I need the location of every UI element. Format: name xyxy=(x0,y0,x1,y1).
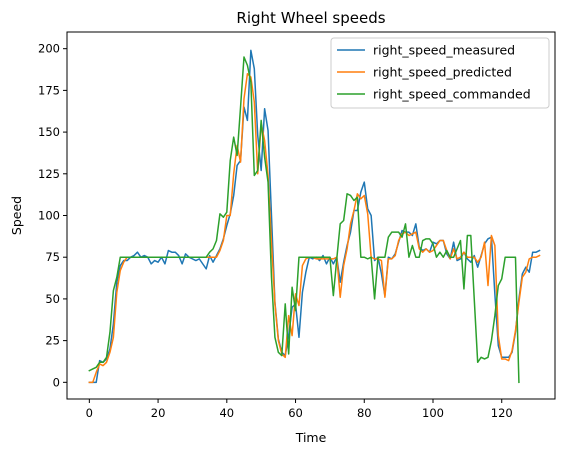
x-axis-label: Time xyxy=(295,430,327,445)
x-tick-label: 20 xyxy=(151,406,166,420)
x-tick-label: 0 xyxy=(86,406,93,420)
x-axis-ticks: 0 20 40 60 80 100 120 xyxy=(86,399,513,420)
legend-label-right-speed-commanded: right_speed_commanded xyxy=(373,87,531,102)
y-tick-label: 125 xyxy=(38,167,60,181)
chart-legend: right_speed_measured right_speed_predicte… xyxy=(330,37,550,109)
legend-box xyxy=(330,37,550,109)
x-tick-label: 100 xyxy=(422,406,444,420)
y-tick-label: 150 xyxy=(38,125,60,139)
y-axis-ticks: 0 25 50 75 100 125 150 175 200 xyxy=(38,42,67,389)
y-tick-label: 100 xyxy=(38,209,60,223)
series-line-right-speed-commanded xyxy=(88,56,520,384)
y-tick-label: 75 xyxy=(45,250,60,264)
y-axis-label: Speed xyxy=(9,196,24,235)
x-tick-label: 40 xyxy=(219,406,234,420)
y-tick-label: 200 xyxy=(38,42,60,56)
y-tick-label: 25 xyxy=(45,334,60,348)
x-tick-label: 60 xyxy=(288,406,303,420)
legend-label-right-speed-measured: right_speed_measured xyxy=(373,43,515,58)
chart-title: Right Wheel speeds xyxy=(236,9,385,27)
x-tick-label: 120 xyxy=(491,406,513,420)
y-tick-label: 0 xyxy=(53,375,60,389)
y-tick-label: 50 xyxy=(45,292,60,306)
plot-area xyxy=(88,49,541,384)
legend-label-right-speed-predicted: right_speed_predicted xyxy=(373,65,512,80)
y-tick-label: 175 xyxy=(38,83,60,97)
x-tick-label: 80 xyxy=(357,406,372,420)
